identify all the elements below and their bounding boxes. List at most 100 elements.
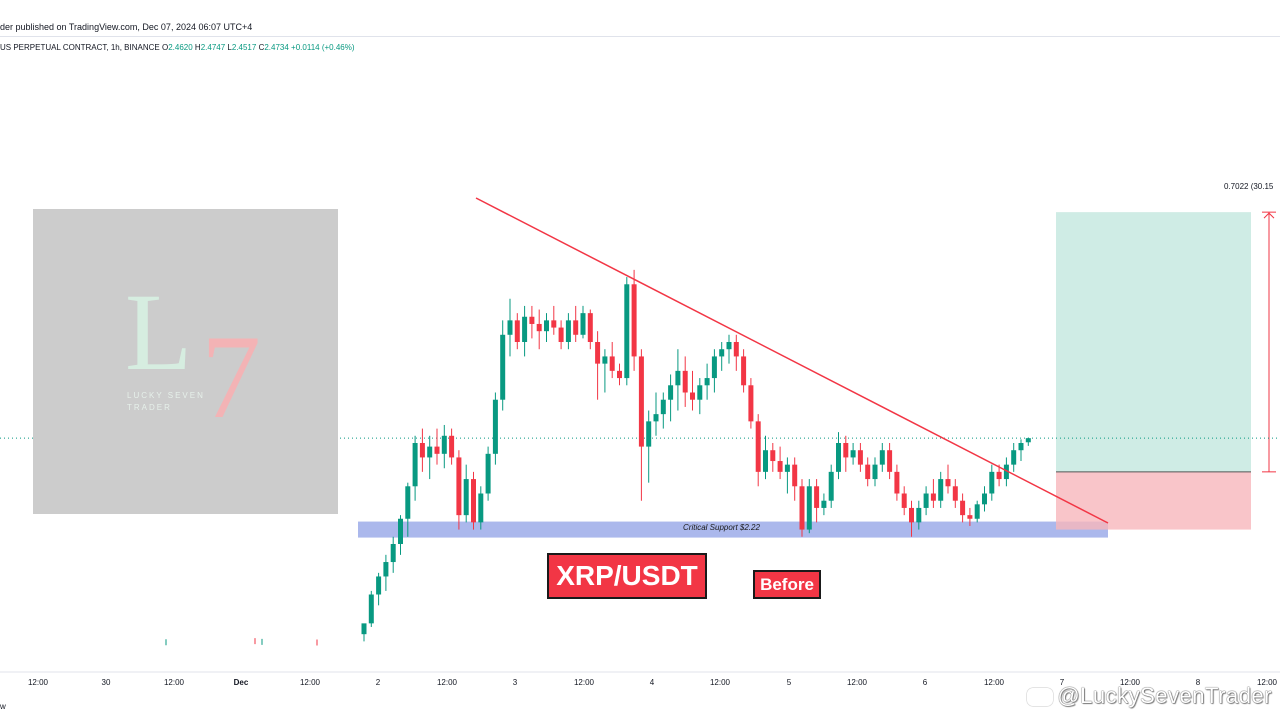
candle-body: [770, 450, 776, 462]
time-tick-label: 12:00: [709, 678, 731, 687]
candle-body: [522, 316, 528, 342]
candle-body: [879, 450, 885, 465]
pair-label: XRP/USDT: [547, 553, 707, 599]
candle-body: [565, 320, 571, 342]
risk-reward-label: 0.7022 (30.15: [1224, 182, 1274, 191]
candle-body: [682, 370, 688, 393]
candle-body: [894, 471, 900, 494]
candle-body: [916, 507, 922, 523]
support-zone-label: Critical Support $2.22: [683, 523, 760, 532]
time-tick-label: 12:00: [1119, 678, 1141, 687]
candle-body: [982, 493, 987, 505]
ohlc-change-value: +0.0114 (+0.46%): [291, 43, 355, 52]
watermark-text: @LuckySevenTrader: [1057, 683, 1272, 708]
candle-body: [741, 356, 747, 386]
candle-body: [551, 320, 557, 328]
candle-body: [821, 500, 827, 508]
logo-digit-7: 7: [201, 310, 261, 443]
candle-body: [1018, 443, 1024, 451]
candle-body: [967, 515, 973, 519]
candle-body: [777, 461, 783, 472]
candle-body: [536, 323, 542, 332]
candle-body: [1003, 464, 1009, 480]
time-tick-label: 4: [649, 678, 655, 687]
support-zone: [358, 521, 1108, 538]
candle-body: [887, 450, 893, 472]
candle-body: [390, 544, 396, 563]
candle-body: [945, 479, 951, 487]
symbol-label: US PERPETUAL CONTRACT, 1h, BINANCE: [0, 43, 160, 52]
candle-body: [434, 446, 440, 454]
candle-body: [595, 342, 601, 364]
zones-layer: [358, 211, 1276, 538]
candle-body: [419, 443, 425, 458]
candle-body: [697, 385, 703, 400]
ohlc-open-key: O: [161, 43, 169, 52]
time-tick-label: 30: [101, 678, 111, 687]
candle-body: [850, 450, 856, 458]
candle-body: [668, 385, 674, 400]
candle-body: [704, 378, 710, 386]
candle-body: [405, 486, 411, 519]
time-tick-label: Dec: [233, 678, 249, 687]
candle-body: [514, 320, 520, 342]
candle-body: [500, 334, 506, 400]
candle-body: [960, 500, 966, 516]
candle-body: [609, 356, 615, 371]
candle-body: [449, 435, 455, 458]
ohlc-close-value: 2.4734: [264, 43, 289, 52]
ohlc-low-key: L: [227, 43, 232, 52]
candle-body: [755, 421, 761, 472]
candle-body: [602, 356, 608, 364]
candle-body: [492, 399, 498, 454]
candle-body: [974, 504, 980, 519]
ohlc-close-key: C: [258, 43, 265, 52]
time-tick-label: 2: [375, 678, 381, 687]
logo-letter-l: L: [125, 271, 193, 393]
candle-body: [368, 594, 374, 624]
candle-body: [690, 392, 695, 400]
candle-body: [383, 562, 389, 577]
time-tick-label: 12:00: [846, 678, 868, 687]
candle-body: [989, 471, 995, 494]
time-tick-label: 3: [512, 678, 518, 687]
descending-trendline: [475, 197, 1109, 524]
candle-body: [799, 486, 805, 530]
candle-body: [646, 421, 652, 447]
candle-body: [463, 479, 469, 516]
logo-text-line2: TRADER: [127, 403, 172, 412]
time-tick-label: 5: [786, 678, 792, 687]
ohlc-high-key: H: [194, 43, 201, 52]
candle-body: [938, 479, 944, 501]
ohlc-low-value: 2.4517: [231, 43, 257, 52]
candle-body: [1011, 450, 1017, 465]
candle-body: [733, 342, 739, 357]
before-label: Before: [753, 570, 821, 599]
candle-body: [617, 370, 622, 379]
candle-body: [507, 320, 513, 335]
candle-body: [814, 486, 820, 508]
candle-body: [909, 507, 914, 523]
candle-body: [865, 464, 871, 480]
camera-icon: [1027, 688, 1054, 707]
logo-text-line1: LUCKY SEVEN: [127, 391, 205, 400]
candle-body: [456, 457, 462, 516]
stop-zone: [1056, 471, 1251, 530]
candle-body: [580, 313, 586, 335]
ohlc-open-value: 2.4620: [168, 43, 193, 52]
time-tick-label: 12:00: [1256, 678, 1278, 687]
candle-body: [726, 342, 732, 350]
bottom-left-text: w: [0, 702, 6, 711]
candle-body: [427, 446, 433, 458]
candle-body: [653, 414, 659, 422]
candle-body: [923, 493, 929, 508]
time-tick-label: 12:00: [983, 678, 1005, 687]
time-tick-label: 7: [1059, 678, 1065, 687]
time-tick-label: 12:00: [436, 678, 458, 687]
candle-body: [376, 576, 382, 595]
chart-header: [0, 0, 1280, 37]
candle-body: [398, 518, 403, 544]
candle-body: [719, 349, 725, 357]
ohlc-high-value: 2.4747: [200, 43, 226, 52]
